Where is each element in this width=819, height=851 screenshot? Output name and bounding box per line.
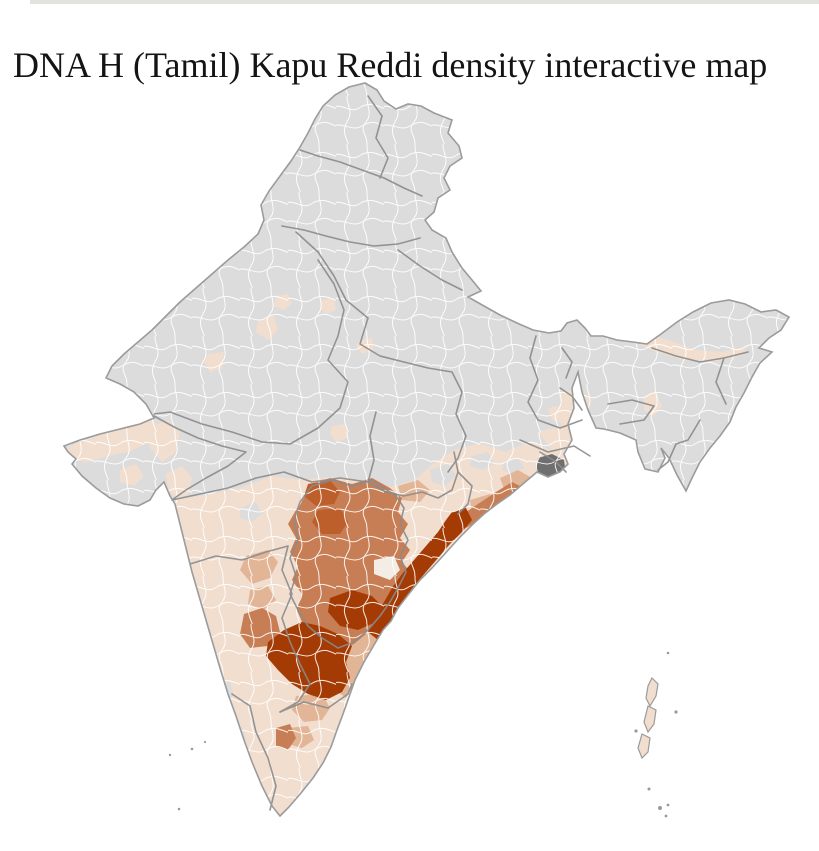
top-divider-bar xyxy=(30,0,819,4)
region-kutch-marsh[interactable] xyxy=(56,422,78,434)
district-mesh-overlay xyxy=(64,83,789,816)
lakshadweep-islands[interactable] xyxy=(168,740,207,811)
state-boundaries xyxy=(153,95,749,811)
andaman-nicobar-islands[interactable] xyxy=(634,651,678,818)
page-title: DNA H (Tamil) Kapu Reddi density interac… xyxy=(13,45,768,86)
